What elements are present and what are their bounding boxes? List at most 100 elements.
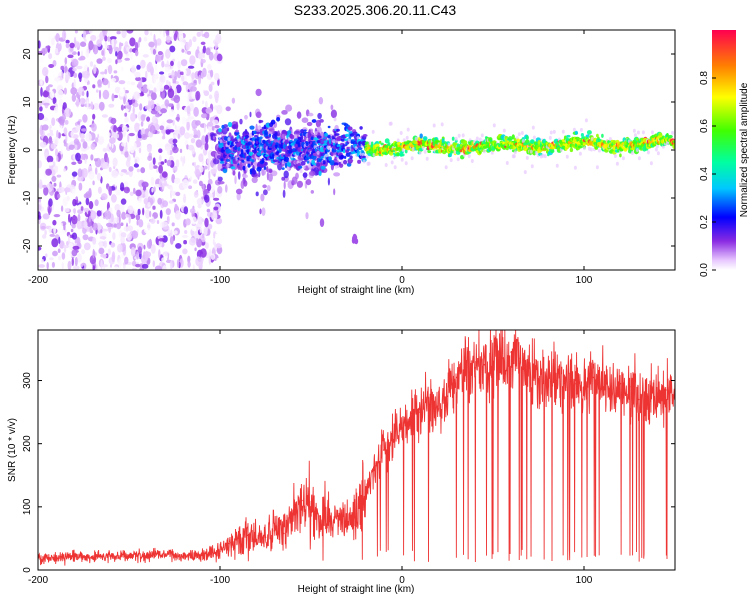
heatmap-cell [327,177,330,186]
heatmap-cell [231,97,236,104]
heatmap-cell [50,127,57,131]
heatmap-cell [144,189,149,199]
heatmap-cell [200,59,206,64]
heatmap-cell [185,41,190,51]
heatmap-cell [189,208,196,214]
heatmap-cell [77,51,80,56]
heatmap-cell [208,51,214,61]
y-tick-label: 100 [22,498,33,515]
heatmap-cell [186,105,191,115]
heatmap-cell [410,156,414,161]
heatmap-cell [352,233,357,240]
heatmap-cell [212,135,215,140]
heatmap-cell [138,37,142,43]
heatmap-cell [516,138,520,143]
heatmap-cell [255,131,261,134]
heatmap-cell [327,146,331,151]
heatmap-cell [136,251,139,260]
heatmap-cell [81,91,85,96]
heatmap-cell [79,76,82,83]
heatmap-cell [578,151,582,156]
x-tick-label: -100 [210,275,230,286]
heatmap-cell [100,259,103,270]
heatmap-cell [197,204,202,209]
heatmap-cell [202,45,206,54]
heatmap-cell [129,48,133,53]
heatmap-cell [105,253,109,259]
heatmap-cell [237,171,241,180]
heatmap-cell [71,93,77,102]
heatmap-cell [198,153,204,163]
heatmap-cell [195,90,201,101]
heatmap-cell [102,30,108,36]
heatmap-cell [260,193,265,202]
heatmap-cell [71,223,76,229]
heatmap-cell [208,249,212,258]
figure-title: S233.2025.306.20.11.C43 [293,2,457,18]
heatmap-cell [187,65,195,69]
heatmap-cell [193,134,199,139]
heatmap-cell [156,38,162,46]
heatmap-cell [58,40,61,44]
heatmap-cell [268,128,275,132]
heatmap-cell [274,132,278,137]
heatmap-cell [264,161,268,166]
heatmap-cell [74,256,78,267]
heatmap-cell [422,136,428,141]
heatmap-cell [97,136,105,145]
heatmap-cell [155,113,161,118]
snr-data-point [264,536,267,538]
heatmap-cell [62,245,69,249]
heatmap-cell [115,189,121,196]
heatmap-cell [475,136,479,141]
heatmap-cell [77,168,83,178]
snr-data-point [201,554,203,556]
heatmap-cell [101,264,108,268]
heatmap-cell [186,50,192,55]
heatmap-cell [124,112,128,117]
heatmap-cell [113,223,117,228]
heatmap-cell [174,177,181,184]
heatmap-cell [114,46,120,53]
heatmap-cell [349,159,354,162]
heatmap-cell [170,60,174,67]
heatmap-cell [281,160,285,165]
snr-data-point [310,506,312,508]
heatmap-cell [44,230,47,236]
heatmap-cell [283,181,286,190]
heatmap-cell [287,153,291,157]
heatmap-cell [219,139,223,144]
heatmap-cell [48,36,51,44]
heatmap-cell [332,139,336,144]
heatmap-cell [102,56,106,61]
snr-plot-area [38,330,675,566]
heatmap-cell [401,148,405,152]
heatmap-cell [207,228,211,236]
heatmap-cell [88,263,92,270]
snr-data-point [228,542,230,545]
heatmap-cell [140,167,146,174]
heatmap-cell [202,53,205,59]
heatmap-cell [284,162,288,169]
heatmap-cell [64,119,69,125]
heatmap-cell [259,136,263,140]
heatmap-cell [345,133,350,137]
heatmap-cell [191,91,197,100]
heatmap-cell [244,129,248,135]
heatmap-cell [79,97,86,105]
heatmap-cell [267,173,273,182]
heatmap-cell [101,193,108,201]
heatmap-cell [205,107,213,114]
heatmap-cell [584,118,588,123]
heatmap-cell [83,47,87,51]
heatmap-cell [308,112,314,117]
heatmap-cell [104,68,108,75]
heatmap-cell [186,120,190,131]
heatmap-cell [184,175,188,179]
heatmap-cell [94,167,98,175]
heatmap-cell [171,222,175,227]
heatmap-cell [205,47,211,56]
heatmap-cell [96,58,103,64]
heatmap-cell [208,255,211,265]
